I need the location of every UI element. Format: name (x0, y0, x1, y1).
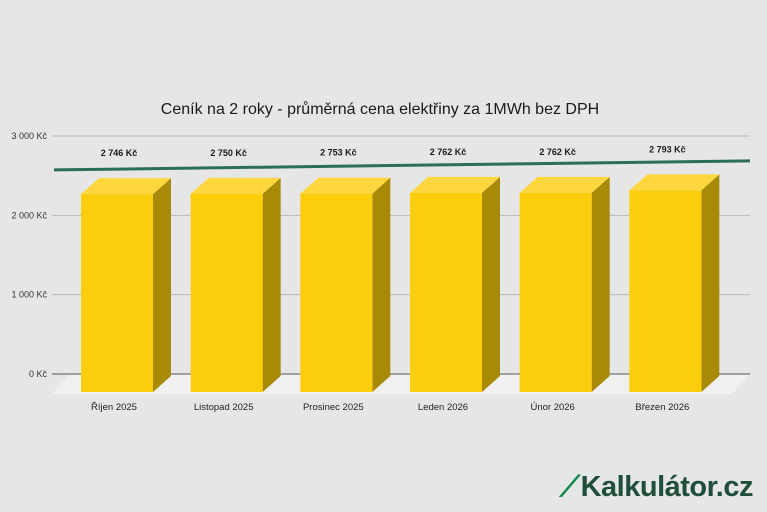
bar-top (410, 176, 500, 193)
x-tick-label: Leden 2026 (418, 402, 468, 413)
y-tick-label: 1 000 Kč (11, 290, 47, 300)
y-tick-label: 2 000 Kč (11, 210, 47, 220)
logo-wordmark: Kalkulátor.cz (580, 471, 754, 503)
bar-front (81, 194, 153, 392)
x-tick-label: Únor 2026 (530, 402, 574, 413)
kalkulator-logo: ⟋Kalkulátor.cz (559, 471, 754, 504)
data-label: 2 750 Kč (210, 148, 247, 158)
data-label: 2 753 Kč (320, 148, 357, 158)
bar-side (591, 176, 610, 392)
bar-top (519, 176, 610, 193)
data-label: 2 746 Kč (101, 148, 138, 158)
bar-front (629, 190, 702, 392)
bar-side (701, 174, 720, 392)
trendline (53, 159, 751, 172)
x-tick-label: Listopad 2025 (194, 402, 254, 413)
bar (190, 177, 281, 392)
x-tick-label: Prosinec 2025 (303, 402, 364, 413)
bar-top (629, 174, 720, 191)
y-tick-label: 3 000 Kč (11, 131, 47, 141)
chart-title: Ceník na 2 roky - průměrná cena elektřin… (161, 100, 599, 118)
bar-side (262, 177, 281, 392)
bar-side (372, 177, 391, 392)
bar-top (190, 177, 281, 194)
data-label: 2 762 Kč (539, 147, 576, 157)
bar-front (300, 193, 373, 392)
bar-front (190, 193, 263, 392)
x-tick-label: Říjen 2025 (91, 402, 137, 413)
y-tick-label: 0 Kč (29, 369, 48, 379)
bar-front (410, 192, 482, 392)
bar (519, 176, 610, 392)
bar-top (81, 178, 171, 195)
bar-side (153, 178, 171, 392)
bar-side (482, 176, 500, 392)
data-label: 2 793 Kč (649, 144, 686, 154)
bar (81, 178, 171, 392)
bar (410, 176, 500, 392)
x-tick-label: Březen 2026 (635, 402, 689, 413)
bar-top (300, 177, 391, 194)
data-label: 2 762 Kč (430, 147, 467, 157)
bar-front (519, 192, 592, 392)
bar (300, 177, 391, 392)
bar (629, 174, 720, 392)
logo-mark-icon: ⟋ (559, 471, 580, 503)
